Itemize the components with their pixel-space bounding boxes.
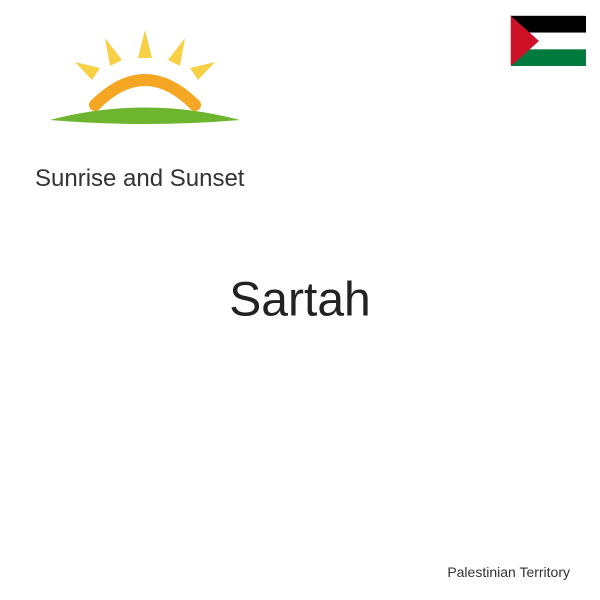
territory-label: Palestinian Territory xyxy=(447,564,570,580)
sunrise-logo xyxy=(30,20,260,150)
palestinian-flag xyxy=(510,15,585,65)
subtitle-text: Sunrise and Sunset xyxy=(35,165,244,193)
location-title: Sartah xyxy=(229,273,370,328)
